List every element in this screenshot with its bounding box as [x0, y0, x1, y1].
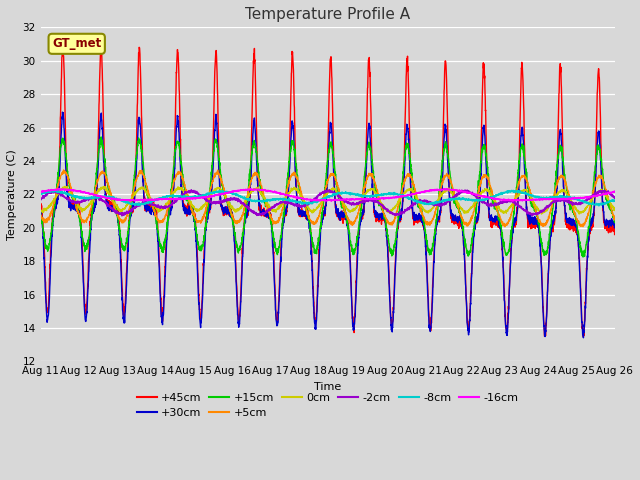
- +45cm: [102, 196, 110, 202]
- +5cm: [600, 180, 607, 185]
- +45cm: [136, 64, 144, 70]
- -2cm: [538, 208, 546, 214]
- -8cm: [611, 198, 618, 204]
- +15cm: [97, 134, 105, 140]
- -2cm: [600, 188, 607, 194]
- -2cm: [611, 195, 618, 201]
- -8cm: [51, 187, 59, 193]
- X-axis label: Time: Time: [314, 382, 341, 392]
- +30cm: [611, 225, 618, 230]
- +30cm: [102, 200, 110, 205]
- 0cm: [136, 185, 144, 191]
- +45cm: [36, 205, 44, 211]
- Line: -8cm: -8cm: [40, 190, 614, 206]
- +5cm: [136, 170, 144, 176]
- +30cm: [36, 209, 44, 215]
- +45cm: [600, 219, 607, 225]
- Line: -2cm: -2cm: [40, 190, 614, 216]
- +30cm: [136, 123, 144, 129]
- +15cm: [579, 254, 587, 260]
- Text: GT_met: GT_met: [52, 37, 101, 50]
- -16cm: [246, 186, 254, 192]
- +30cm: [580, 335, 588, 341]
- +5cm: [282, 192, 290, 198]
- -8cm: [600, 201, 607, 206]
- +30cm: [257, 210, 265, 216]
- -16cm: [538, 197, 546, 203]
- -16cm: [102, 195, 110, 201]
- +5cm: [102, 174, 110, 180]
- -2cm: [282, 200, 290, 205]
- -2cm: [36, 196, 44, 202]
- +5cm: [36, 212, 44, 217]
- 0cm: [282, 195, 290, 201]
- +5cm: [611, 217, 618, 223]
- +45cm: [257, 202, 265, 208]
- -8cm: [257, 198, 265, 204]
- Line: -16cm: -16cm: [40, 189, 614, 201]
- +15cm: [600, 180, 607, 186]
- +30cm: [600, 209, 607, 215]
- +30cm: [282, 211, 290, 216]
- 0cm: [600, 189, 607, 194]
- +5cm: [60, 167, 67, 173]
- +45cm: [282, 210, 290, 216]
- -8cm: [36, 190, 44, 196]
- -8cm: [136, 203, 144, 208]
- +30cm: [59, 109, 67, 115]
- -8cm: [538, 194, 545, 200]
- Line: +45cm: +45cm: [40, 43, 614, 337]
- -16cm: [282, 192, 290, 198]
- +45cm: [611, 232, 618, 238]
- -16cm: [36, 189, 44, 194]
- Line: +15cm: +15cm: [40, 137, 614, 257]
- +45cm: [60, 40, 67, 46]
- Line: +30cm: +30cm: [40, 112, 614, 338]
- Line: +5cm: +5cm: [40, 170, 614, 227]
- -16cm: [136, 197, 144, 203]
- 0cm: [611, 207, 618, 213]
- +5cm: [257, 182, 265, 188]
- -16cm: [611, 189, 618, 195]
- -2cm: [136, 203, 144, 209]
- +15cm: [36, 211, 44, 216]
- 0cm: [61, 183, 69, 189]
- -8cm: [282, 197, 290, 203]
- -2cm: [257, 211, 265, 217]
- 0cm: [538, 210, 546, 216]
- 0cm: [257, 192, 265, 197]
- Title: Temperature Profile A: Temperature Profile A: [245, 7, 410, 22]
- Y-axis label: Temperature (C): Temperature (C): [7, 149, 17, 240]
- -2cm: [118, 213, 126, 219]
- -8cm: [595, 203, 603, 209]
- +15cm: [538, 240, 545, 245]
- 0cm: [538, 211, 545, 217]
- -8cm: [102, 194, 110, 200]
- +45cm: [579, 334, 587, 340]
- +15cm: [136, 140, 144, 145]
- -16cm: [257, 188, 265, 193]
- +15cm: [102, 174, 110, 180]
- +15cm: [282, 193, 290, 199]
- 0cm: [36, 209, 44, 215]
- -2cm: [325, 187, 333, 192]
- Legend: +45cm, +30cm, +15cm, +5cm, 0cm, -2cm, -8cm, -16cm: +45cm, +30cm, +15cm, +5cm, 0cm, -2cm, -8…: [132, 388, 523, 423]
- Line: 0cm: 0cm: [40, 186, 614, 214]
- +15cm: [257, 187, 265, 192]
- +30cm: [538, 275, 545, 280]
- -2cm: [102, 201, 110, 207]
- -16cm: [600, 192, 607, 197]
- +15cm: [611, 220, 618, 226]
- +45cm: [538, 265, 545, 271]
- -16cm: [126, 198, 134, 204]
- +5cm: [538, 221, 546, 227]
- 0cm: [102, 188, 110, 194]
- +5cm: [501, 224, 509, 230]
